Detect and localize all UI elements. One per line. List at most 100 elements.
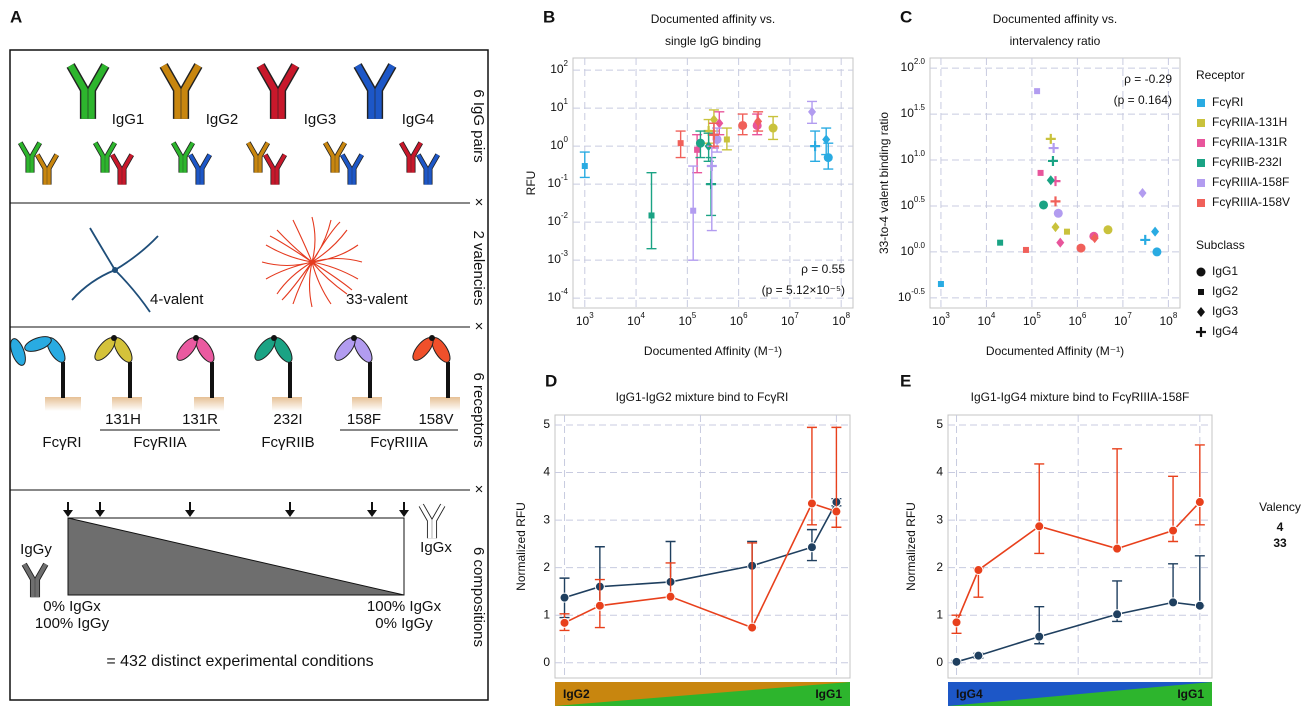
point bbox=[973, 565, 984, 576]
tick-base: 10 bbox=[678, 314, 692, 328]
marker bbox=[1198, 289, 1204, 295]
subclass-label: IgG2 bbox=[206, 111, 239, 128]
tick-label: 105 bbox=[678, 311, 696, 328]
tick-label: 1 bbox=[936, 607, 943, 621]
antibody-icon bbox=[71, 65, 106, 118]
marker bbox=[1103, 225, 1113, 235]
receptor-icon bbox=[252, 332, 302, 412]
tick-base: 10 bbox=[550, 138, 564, 152]
receptor-icon bbox=[92, 332, 142, 412]
composition-text: 100% IgGy bbox=[35, 615, 110, 632]
legend-label: IgG2 bbox=[1212, 284, 1238, 298]
y-axis-label: 33-to-4 valent binding ratio bbox=[877, 112, 891, 254]
chart-title: single IgG binding bbox=[665, 34, 761, 48]
tick-label: 4 bbox=[936, 465, 943, 479]
error-bar bbox=[646, 172, 657, 250]
scaffold-core bbox=[112, 267, 118, 273]
marker bbox=[695, 138, 705, 148]
marker bbox=[581, 163, 588, 170]
antibody-icon bbox=[37, 155, 57, 185]
tick-exponent: 1 bbox=[564, 97, 569, 106]
point bbox=[747, 622, 758, 633]
chart-title: IgG1-IgG2 mixture bind to FcγRI bbox=[616, 390, 789, 404]
multiplier: × bbox=[475, 481, 484, 498]
tick-base: 10 bbox=[548, 176, 562, 190]
tick-label: 5 bbox=[543, 417, 550, 431]
tick-base: 10 bbox=[548, 214, 562, 228]
point bbox=[951, 656, 962, 667]
point bbox=[1034, 631, 1045, 642]
composition-label: IgG1 bbox=[815, 687, 842, 701]
legend-label: IgG1 bbox=[1212, 264, 1238, 278]
tick-exponent: -0.5 bbox=[911, 287, 925, 296]
marker bbox=[1050, 196, 1061, 207]
tick-exponent: 8 bbox=[1173, 311, 1178, 320]
panel-letter: C bbox=[900, 7, 912, 26]
marker bbox=[1046, 175, 1055, 186]
tick-label: 106 bbox=[730, 311, 748, 328]
error-bar bbox=[1112, 448, 1123, 550]
point bbox=[951, 617, 962, 628]
composition-text: 0% IgGy bbox=[375, 615, 433, 632]
tick-exponent: 5 bbox=[692, 311, 697, 320]
legend-swatch bbox=[1197, 179, 1205, 187]
tick-base: 10 bbox=[901, 244, 915, 258]
marker bbox=[1063, 228, 1070, 235]
point bbox=[1034, 521, 1045, 532]
panel-a-frame bbox=[9, 49, 489, 701]
tick-label: 107 bbox=[1114, 311, 1132, 328]
marker bbox=[1051, 222, 1060, 233]
point bbox=[1168, 597, 1179, 608]
tick-label: 101.5 bbox=[901, 103, 926, 120]
point bbox=[1168, 525, 1179, 536]
receptor-icon bbox=[332, 332, 382, 412]
marker bbox=[754, 116, 763, 127]
legend-label: 33 bbox=[1273, 536, 1287, 550]
tick-label: 10-4 bbox=[548, 287, 569, 304]
tick-exponent: -4 bbox=[561, 287, 569, 296]
series-line bbox=[955, 501, 1201, 623]
composition-text: 0% IgGx bbox=[43, 598, 101, 615]
point bbox=[1112, 543, 1123, 554]
series-line bbox=[564, 501, 838, 599]
point bbox=[973, 650, 984, 661]
tick-base: 10 bbox=[1114, 314, 1128, 328]
tick-exponent: 2 bbox=[564, 59, 569, 68]
variant-label: 232I bbox=[273, 411, 302, 428]
panel-letter: E bbox=[900, 371, 911, 390]
error-bar bbox=[1194, 555, 1205, 607]
tick-label: 100.5 bbox=[901, 195, 926, 212]
panel-letter: A bbox=[10, 7, 22, 26]
chart-title: Documented affinity vs. bbox=[651, 12, 776, 26]
marker bbox=[1151, 226, 1160, 237]
tick-exponent: 7 bbox=[1127, 311, 1132, 320]
error-bar bbox=[1034, 463, 1045, 555]
tick-label: 106 bbox=[1068, 311, 1086, 328]
legend-swatch bbox=[1197, 159, 1205, 167]
point bbox=[559, 617, 570, 628]
error-bar bbox=[1168, 563, 1179, 604]
tick-exponent: -3 bbox=[561, 249, 569, 258]
legend-swatch bbox=[1197, 99, 1205, 107]
panel-letter: B bbox=[543, 7, 555, 26]
point bbox=[831, 506, 842, 517]
side-label: 2 valencies bbox=[470, 230, 487, 305]
variant-label: 158F bbox=[347, 411, 381, 428]
tick-exponent: 8 bbox=[846, 311, 851, 320]
subclass-label: IgG1 bbox=[112, 111, 145, 128]
tick-label: 100.0 bbox=[901, 241, 926, 258]
tick-label: 101 bbox=[550, 97, 568, 114]
valency-label: 4-valent bbox=[150, 291, 204, 308]
marker bbox=[708, 129, 719, 140]
tick-exponent: 1.5 bbox=[914, 103, 926, 112]
legend-swatch bbox=[1197, 139, 1205, 147]
tick-base: 10 bbox=[548, 290, 562, 304]
point bbox=[594, 600, 605, 611]
tick-exponent: 0.0 bbox=[914, 241, 926, 250]
tick-base: 10 bbox=[901, 198, 915, 212]
tick-label: 0 bbox=[936, 655, 943, 669]
composition-bar bbox=[948, 682, 1212, 706]
side-label: 6 receptors bbox=[470, 372, 487, 447]
tick-exponent: 2.0 bbox=[914, 57, 926, 66]
